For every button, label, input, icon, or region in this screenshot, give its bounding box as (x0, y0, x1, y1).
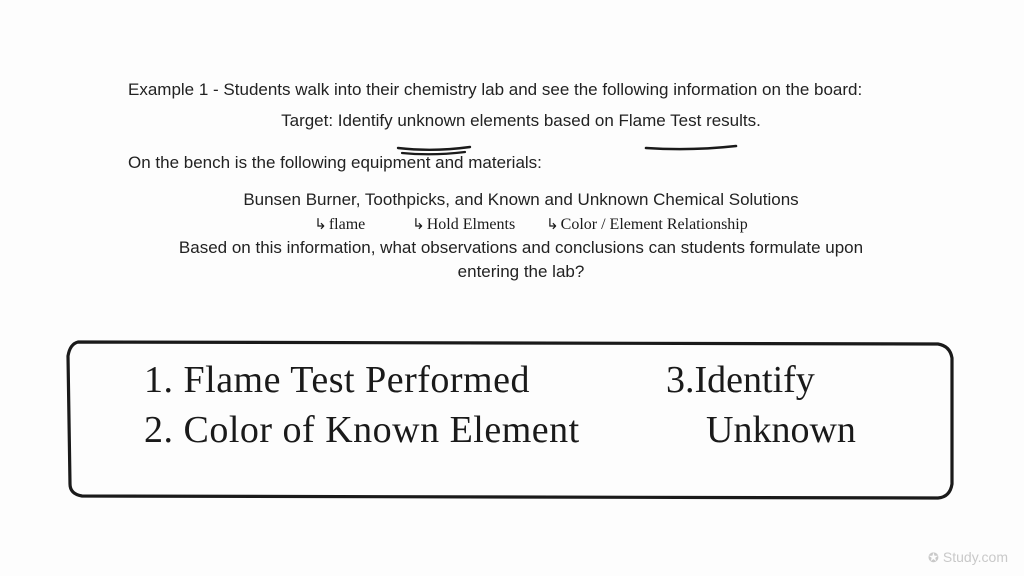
bench-intro: On the bench is the following equipment … (128, 151, 914, 176)
arrow-icon: ↳ (412, 217, 425, 233)
watermark: ✪Study.com (928, 549, 1008, 566)
question-line2: entering the lab? (128, 260, 914, 285)
equipment-list: Bunsen Burner, Toothpicks, and Known and… (128, 188, 914, 213)
watermark-text: Study.com (943, 549, 1008, 565)
conclusion-3b: Unknown (666, 408, 856, 452)
shield-icon: ✪ (928, 550, 939, 566)
question-line1: Based on this information, what observat… (128, 236, 914, 261)
target-line: Target: Identify unknown elements based … (128, 109, 914, 134)
conclusion-3a: 3.Identify (666, 358, 856, 402)
target-suffix: results. (701, 111, 761, 130)
conclusion-1: 1. Flame Test Performed (144, 358, 580, 402)
target-word-flametest: Flame Test (619, 111, 702, 130)
example-intro: Example 1 - Students walk into their che… (128, 78, 914, 103)
conclusions-box: 1. Flame Test Performed 2. Color of Know… (64, 332, 960, 502)
target-prefix: Target: Identify (281, 111, 397, 130)
handwritten-annotations: ↳flame ↳Hold Elments ↳Color / Element Re… (128, 215, 914, 234)
arrow-icon: ↳ (314, 217, 327, 233)
conclusion-2: 2. Color of Known Element (144, 408, 580, 452)
annot-solutions: Color / Element Relationship (561, 216, 748, 233)
arrow-icon: ↳ (546, 217, 559, 233)
target-mid: elements based on (465, 111, 618, 130)
annot-bunsen: flame (329, 216, 365, 233)
target-word-unknown: unknown (397, 111, 465, 130)
annot-toothpicks: Hold Elments (427, 216, 515, 233)
